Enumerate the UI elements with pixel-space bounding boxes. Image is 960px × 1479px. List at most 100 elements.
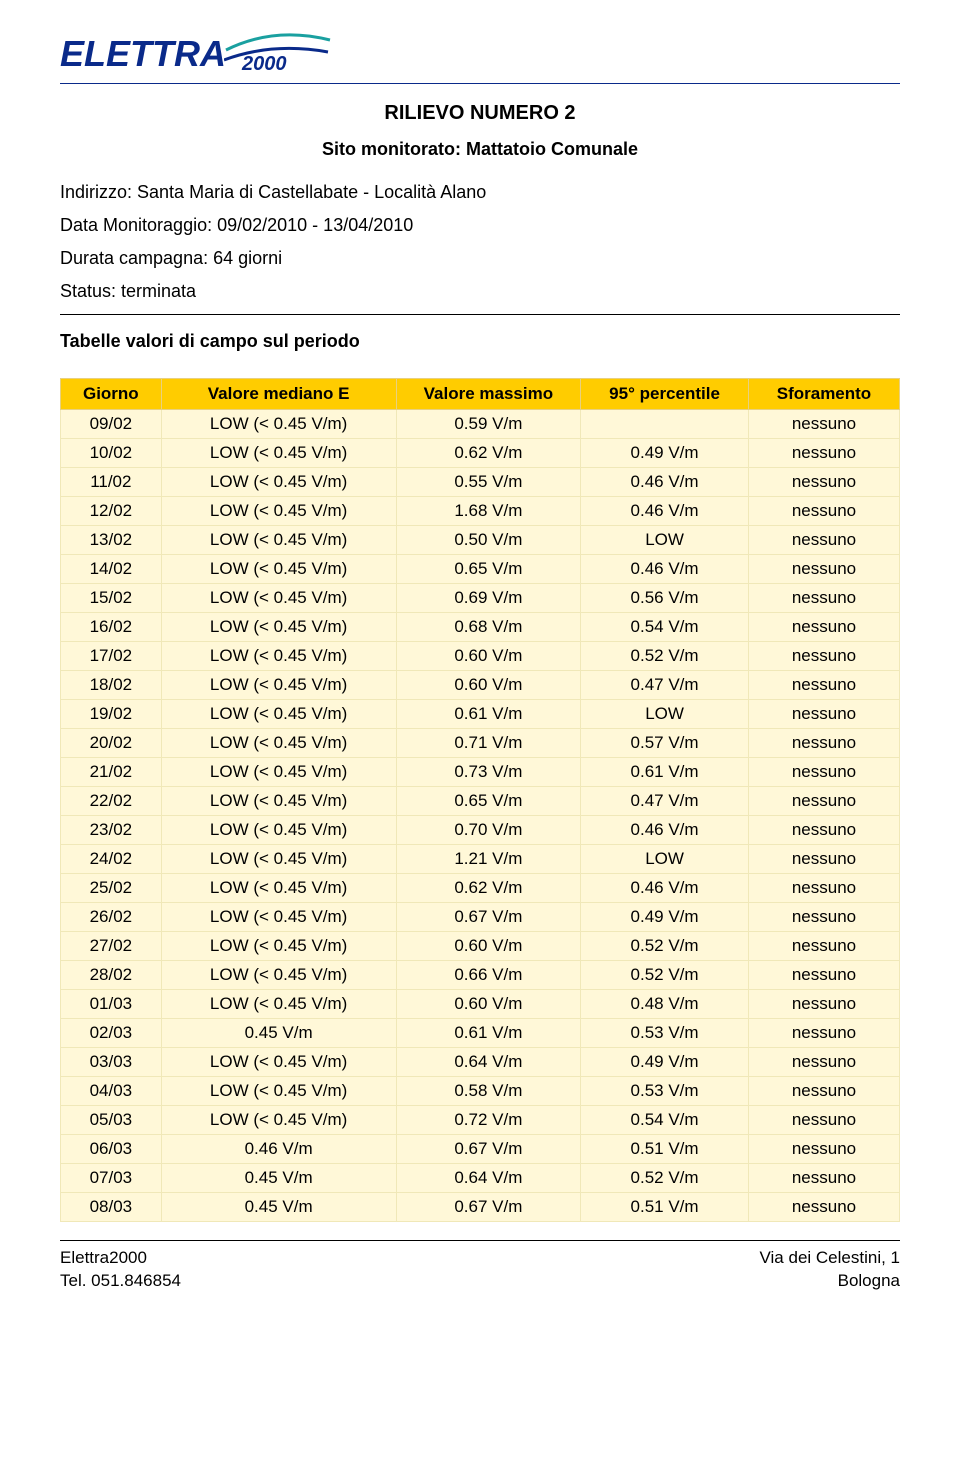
table-cell: 07/03 [61, 1164, 162, 1193]
table-cell: 19/02 [61, 700, 162, 729]
table-cell: 0.60 V/m [396, 642, 581, 671]
table-cell: nessuno [748, 1048, 899, 1077]
status-value: terminata [121, 281, 196, 301]
table-row: 08/030.45 V/m0.67 V/m0.51 V/mnessuno [61, 1193, 900, 1222]
table-cell: 03/03 [61, 1048, 162, 1077]
date-label: Data Monitoraggio [60, 215, 207, 235]
table-cell: nessuno [748, 468, 899, 497]
table-cell: 0.46 V/m [581, 497, 749, 526]
table-cell: nessuno [748, 584, 899, 613]
table-header-cell: Valore mediano E [161, 379, 396, 410]
table-cell: 13/02 [61, 526, 162, 555]
table-cell: 0.62 V/m [396, 874, 581, 903]
table-cell: nessuno [748, 1106, 899, 1135]
table-cell: LOW (< 0.45 V/m) [161, 874, 396, 903]
table-cell: 0.72 V/m [396, 1106, 581, 1135]
table-cell: 0.47 V/m [581, 671, 749, 700]
table-cell: 0.62 V/m [396, 439, 581, 468]
table-cell: 0.69 V/m [396, 584, 581, 613]
table-cell: 06/03 [61, 1135, 162, 1164]
table-cell: nessuno [748, 1193, 899, 1222]
table-cell: 0.51 V/m [581, 1193, 749, 1222]
table-cell: 0.56 V/m [581, 584, 749, 613]
table-row: 14/02LOW (< 0.45 V/m)0.65 V/m0.46 V/mnes… [61, 555, 900, 584]
table-cell: 0.61 V/m [396, 700, 581, 729]
table-cell: 0.70 V/m [396, 816, 581, 845]
table-cell: 0.46 V/m [581, 816, 749, 845]
table-row: 03/03LOW (< 0.45 V/m)0.64 V/m0.49 V/mnes… [61, 1048, 900, 1077]
table-row: 01/03LOW (< 0.45 V/m)0.60 V/m0.48 V/mnes… [61, 990, 900, 1019]
table-cell: 12/02 [61, 497, 162, 526]
table-row: 21/02LOW (< 0.45 V/m)0.73 V/m0.61 V/mnes… [61, 758, 900, 787]
table-row: 13/02LOW (< 0.45 V/m)0.50 V/mLOWnessuno [61, 526, 900, 555]
divider [60, 314, 900, 315]
table-cell: 05/03 [61, 1106, 162, 1135]
table-row: 06/030.46 V/m0.67 V/m0.51 V/mnessuno [61, 1135, 900, 1164]
table-cell: 0.53 V/m [581, 1019, 749, 1048]
table-cell: 0.65 V/m [396, 787, 581, 816]
table-cell: 0.57 V/m [581, 729, 749, 758]
table-cell: LOW (< 0.45 V/m) [161, 642, 396, 671]
table-cell: 25/02 [61, 874, 162, 903]
table-row: 11/02LOW (< 0.45 V/m)0.55 V/m0.46 V/mnes… [61, 468, 900, 497]
table-row: 23/02LOW (< 0.45 V/m)0.70 V/m0.46 V/mnes… [61, 816, 900, 845]
table-cell: 0.51 V/m [581, 1135, 749, 1164]
table-cell: LOW (< 0.45 V/m) [161, 671, 396, 700]
table-cell: 21/02 [61, 758, 162, 787]
table-cell: nessuno [748, 497, 899, 526]
table-row: 17/02LOW (< 0.45 V/m)0.60 V/m0.52 V/mnes… [61, 642, 900, 671]
table-cell: nessuno [748, 874, 899, 903]
logo-swoosh-icon: 2000 [224, 30, 334, 77]
table-cell: 0.49 V/m [581, 903, 749, 932]
table-cell: LOW (< 0.45 V/m) [161, 845, 396, 874]
table-cell: 1.68 V/m [396, 497, 581, 526]
table-body: 09/02LOW (< 0.45 V/m)0.59 V/mnessuno10/0… [61, 410, 900, 1222]
table-row: 25/02LOW (< 0.45 V/m)0.62 V/m0.46 V/mnes… [61, 874, 900, 903]
table-cell: nessuno [748, 439, 899, 468]
table-cell: 04/03 [61, 1077, 162, 1106]
table-cell: 01/03 [61, 990, 162, 1019]
footer-company: Elettra2000 [60, 1247, 181, 1270]
table-row: 22/02LOW (< 0.45 V/m)0.65 V/m0.47 V/mnes… [61, 787, 900, 816]
table-cell: LOW (< 0.45 V/m) [161, 555, 396, 584]
table-cell: 24/02 [61, 845, 162, 874]
table-row: 26/02LOW (< 0.45 V/m)0.67 V/m0.49 V/mnes… [61, 903, 900, 932]
table-cell: nessuno [748, 932, 899, 961]
footer-left: Elettra2000 Tel. 051.846854 [60, 1247, 181, 1293]
table-row: 05/03LOW (< 0.45 V/m)0.72 V/m0.54 V/mnes… [61, 1106, 900, 1135]
measurements-table: GiornoValore mediano EValore massimo95° … [60, 378, 900, 1222]
table-cell: LOW (< 0.45 V/m) [161, 961, 396, 990]
header-logo-row: ELETTRA 2000 [60, 30, 900, 84]
table-cell: 0.46 V/m [161, 1135, 396, 1164]
table-cell: LOW (< 0.45 V/m) [161, 787, 396, 816]
table-cell: 26/02 [61, 903, 162, 932]
table-row: 09/02LOW (< 0.45 V/m)0.59 V/mnessuno [61, 410, 900, 439]
table-cell: 0.52 V/m [581, 961, 749, 990]
table-cell: 02/03 [61, 1019, 162, 1048]
table-cell: 0.64 V/m [396, 1048, 581, 1077]
info-date: Data Monitoraggio: 09/02/2010 - 13/04/20… [60, 215, 900, 236]
table-cell: nessuno [748, 1019, 899, 1048]
table-row: 10/02LOW (< 0.45 V/m)0.62 V/m0.49 V/mnes… [61, 439, 900, 468]
table-cell: 0.52 V/m [581, 932, 749, 961]
table-cell: 17/02 [61, 642, 162, 671]
info-duration: Durata campagna: 64 giorni [60, 248, 900, 269]
footer-right: Via dei Celestini, 1 Bologna [760, 1247, 901, 1293]
table-cell: 0.60 V/m [396, 932, 581, 961]
table-cell: 0.46 V/m [581, 555, 749, 584]
table-cell: 0.45 V/m [161, 1164, 396, 1193]
table-cell: 0.52 V/m [581, 1164, 749, 1193]
table-cell: 09/02 [61, 410, 162, 439]
table-cell: LOW (< 0.45 V/m) [161, 729, 396, 758]
table-cell: 0.48 V/m [581, 990, 749, 1019]
table-cell: nessuno [748, 526, 899, 555]
table-cell: 0.60 V/m [396, 671, 581, 700]
table-cell: nessuno [748, 758, 899, 787]
table-cell: 20/02 [61, 729, 162, 758]
duration-label: Durata campagna: [60, 248, 213, 268]
table-cell: LOW (< 0.45 V/m) [161, 613, 396, 642]
brand-logo: ELETTRA 2000 [60, 30, 334, 77]
page-subtitle: Sito monitorato: Mattatoio Comunale [60, 139, 900, 160]
table-cell: nessuno [748, 642, 899, 671]
table-cell: LOW (< 0.45 V/m) [161, 1106, 396, 1135]
